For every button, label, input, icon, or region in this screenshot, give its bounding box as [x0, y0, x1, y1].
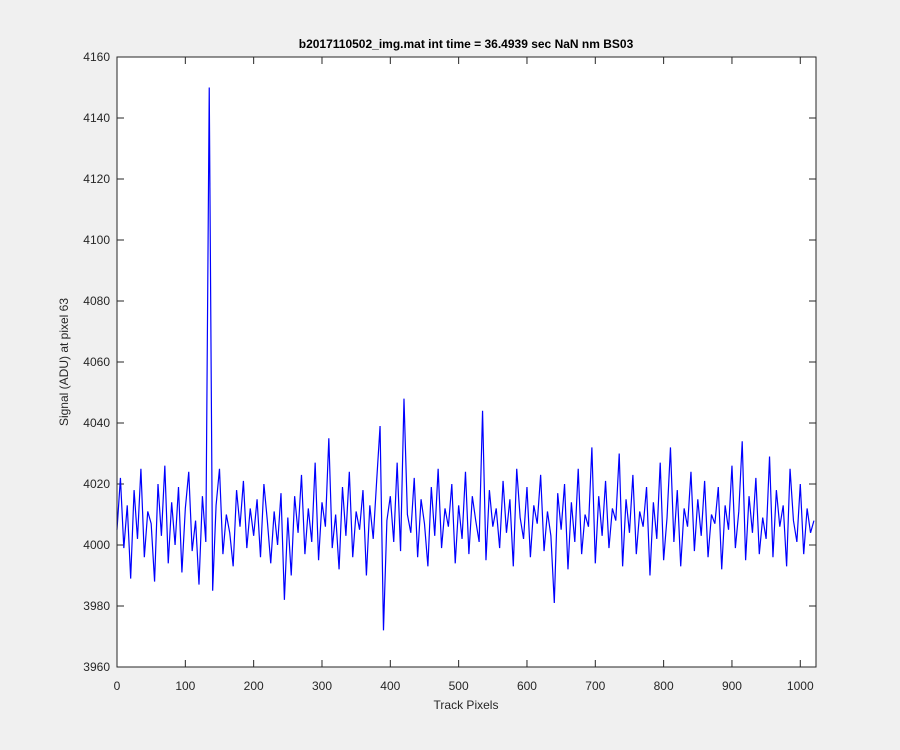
x-tick-label: 700: [585, 679, 605, 693]
x-tick-label: 1000: [787, 679, 814, 693]
x-axis-label: Track Pixels: [434, 698, 499, 712]
y-tick-label: 4080: [83, 294, 110, 308]
x-tick-label: 0: [114, 679, 121, 693]
x-tick-label: 300: [312, 679, 332, 693]
chart-title: b2017110502_img.mat int time = 36.4939 s…: [299, 37, 634, 51]
y-tick-label: 4000: [83, 538, 110, 552]
y-tick-label: 4100: [83, 233, 110, 247]
plot-area: [117, 57, 816, 667]
x-tick-label: 900: [722, 679, 742, 693]
x-tick-label: 500: [449, 679, 469, 693]
x-tick-label: 600: [517, 679, 537, 693]
x-tick-label: 400: [380, 679, 400, 693]
y-tick-label: 4060: [83, 355, 110, 369]
x-tick-label: 800: [654, 679, 674, 693]
y-axis-label: Signal (ADU) at pixel 63: [57, 298, 71, 426]
y-tick-label: 3980: [83, 599, 110, 613]
series-line: [116, 87, 815, 631]
y-tick-label: 4020: [83, 477, 110, 491]
y-tick-label: 4140: [83, 111, 110, 125]
axes-box: [116, 56, 817, 668]
y-tick-label: 4160: [83, 50, 110, 64]
x-tick-label: 100: [175, 679, 195, 693]
y-tick-label: 4120: [83, 172, 110, 186]
x-tick-label: 200: [244, 679, 264, 693]
y-tick-label: 3960: [83, 660, 110, 674]
y-tick-label: 4040: [83, 416, 110, 430]
